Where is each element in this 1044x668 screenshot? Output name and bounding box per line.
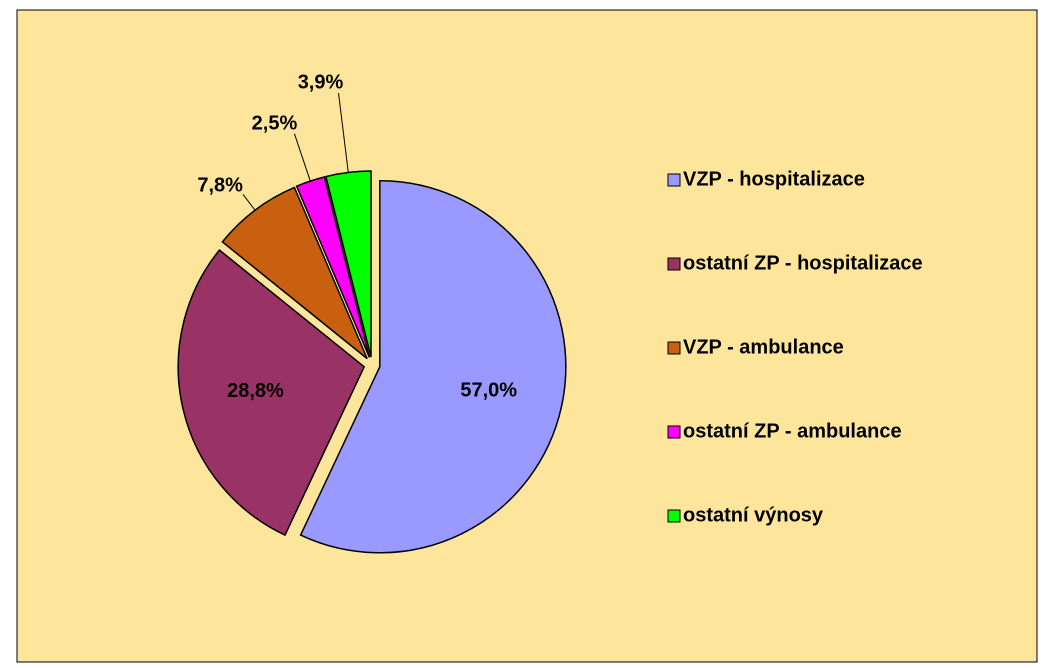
legend-label: VZP - ambulance [683, 336, 844, 358]
leader-line [242, 193, 256, 211]
leader-line [293, 133, 311, 182]
legend-label: VZP - hospitalizace [683, 168, 865, 190]
pie-slice [177, 248, 366, 537]
pie-slice [221, 186, 368, 360]
pie-slice [295, 176, 371, 358]
legend-swatch [667, 341, 681, 355]
legend-label: ostatní výnosy [683, 504, 824, 526]
legend-swatch [667, 173, 681, 187]
data-label: 28,8% [227, 380, 284, 402]
leader-line [338, 92, 349, 173]
data-label: 2,5% [252, 112, 298, 134]
legend-swatch [667, 425, 681, 439]
pie-slice [299, 179, 567, 554]
data-label: 7,8% [197, 175, 243, 197]
legend-swatch [667, 257, 681, 271]
data-label: 3,9% [298, 71, 344, 93]
legend-label: ostatní ZP - hospitalizace [683, 252, 923, 274]
pie-slice [324, 170, 372, 358]
data-label: 57,0% [460, 379, 517, 401]
legend-label: ostatní ZP - ambulance [683, 420, 902, 442]
legend-swatch [667, 509, 681, 523]
